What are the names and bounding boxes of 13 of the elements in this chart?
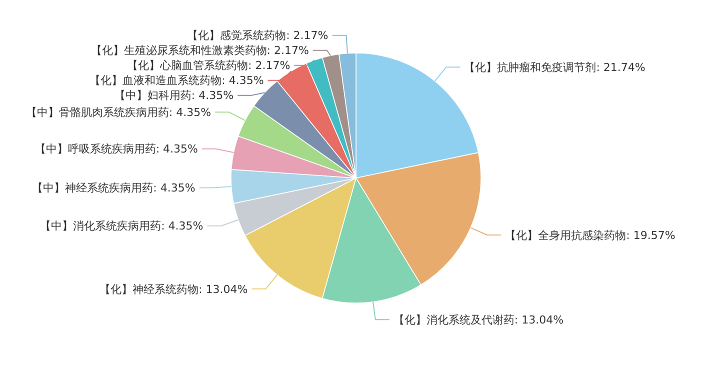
- slice-label: 【化】心脑血管系统药物: 2.17%: [127, 59, 290, 72]
- slice-label: 【化】全身用抗感染药物: 19.57%: [505, 228, 676, 242]
- slice-label: 【化】神经系统药物: 13.04%: [100, 282, 248, 296]
- slice-label: 【中】呼吸系统疾病用药: 4.35%: [34, 142, 198, 156]
- slice-label: 【化】消化系统及代谢药: 13.04%: [393, 314, 564, 327]
- slice-label: 【化】血液和造血系统药物: 4.35%: [90, 74, 264, 88]
- slice-label: 【化】感觉系统药物: 2.17%: [187, 29, 328, 42]
- slice-label: 【中】神经系统疾病用药: 4.35%: [32, 182, 196, 195]
- slice-label: 【中】骨骼肌肉系统疾病用药: 4.35%: [26, 106, 212, 120]
- slice-label: 【化】生殖泌尿系统和性激素类药物: 2.17%: [90, 44, 309, 58]
- slice-label: 【中】妇科用药: 4.35%: [114, 89, 234, 102]
- slice-label: 【化】抗肿瘤和免疫调节剂: 21.74%: [464, 60, 646, 74]
- slice-label: 【中】消化系统疾病用药: 4.35%: [40, 220, 204, 233]
